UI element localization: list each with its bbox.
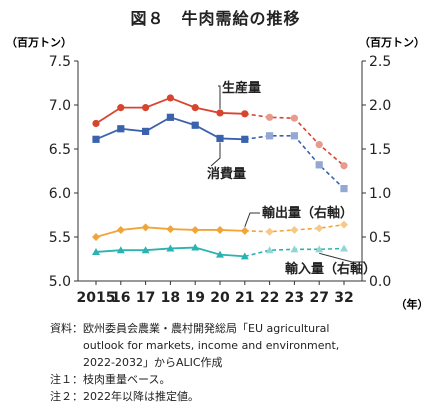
data-point	[290, 114, 298, 122]
label-leader-line	[244, 212, 260, 228]
label-leader-line	[319, 252, 365, 263]
y-right-tick-label: 0.5	[369, 230, 391, 246]
data-point	[340, 162, 348, 170]
data-point	[166, 244, 175, 252]
series-label: 生産量	[222, 80, 261, 96]
data-point	[265, 246, 274, 254]
data-point	[240, 226, 249, 235]
data-point	[340, 244, 348, 252]
data-point	[117, 125, 125, 133]
series-import	[92, 243, 348, 260]
note-line: 資料：欧州委員会農業・農村開発総局「EU agricultural	[50, 322, 330, 335]
note-line: outlook for markets, income and environm…	[50, 339, 340, 352]
data-point	[191, 104, 199, 112]
x-tick-label: 21	[235, 290, 254, 306]
axes: 5.0 5.5 6.0 6.5 7.0 7.5 0.0 0.5 1.0 1.5 2.0 2.5 2015…	[6, 36, 429, 311]
data-point	[241, 135, 249, 143]
data-point	[141, 223, 150, 232]
y-right-tick-label: 1.5	[369, 142, 391, 158]
series-layer	[92, 94, 348, 260]
data-point	[315, 245, 324, 253]
data-point	[290, 132, 298, 140]
note-line: 注２：2022年以降は推定値。	[50, 390, 199, 403]
data-point	[92, 135, 100, 143]
data-point	[142, 127, 150, 135]
y-left-tick-label: 6.0	[49, 186, 71, 202]
series-label: 輸出量（右軸）	[262, 205, 353, 221]
data-point	[216, 225, 224, 234]
y-left-tick-label: 5.5	[49, 230, 71, 246]
data-point	[290, 225, 299, 234]
y-right-tick-label: 1.0	[369, 186, 391, 202]
y-left-tick-label: 6.5	[49, 142, 71, 158]
data-point	[141, 246, 150, 254]
data-point	[340, 185, 348, 193]
x-tick-label: 19	[185, 290, 204, 306]
data-point	[191, 243, 200, 251]
y-right-tick-label: 2.5	[369, 54, 391, 70]
x-tick-label: 23	[285, 290, 304, 306]
series-export	[92, 220, 348, 241]
data-point	[315, 224, 324, 233]
data-point	[166, 225, 175, 234]
data-point	[117, 104, 125, 112]
notes: 資料：欧州委員会農業・農村開発総局「EU agricultural outloo…	[50, 320, 425, 405]
data-point	[191, 121, 199, 129]
data-point	[116, 246, 125, 254]
data-point	[166, 94, 174, 102]
x-tick-label: 18	[161, 290, 180, 306]
y-left-tick-label: 7.0	[49, 98, 71, 114]
data-point	[290, 245, 299, 253]
data-point	[265, 227, 274, 236]
data-point	[191, 225, 200, 234]
data-point	[92, 119, 100, 128]
data-point	[315, 141, 323, 149]
figure-title: 図８ 牛肉需給の推移	[130, 9, 301, 28]
data-point	[116, 225, 125, 234]
data-point	[266, 132, 274, 140]
note-line: 2022-2032」からALIC作成	[50, 356, 223, 369]
x-unit: （年）	[396, 297, 429, 311]
x-tick-label: 32	[334, 290, 353, 306]
data-point	[315, 161, 323, 169]
y-left-tick-label: 5.0	[49, 274, 71, 290]
data-point	[216, 250, 224, 258]
data-point	[92, 233, 100, 241]
data-point	[92, 247, 100, 255]
data-point	[166, 113, 174, 121]
series-label: 輸入量（右軸）	[285, 261, 376, 277]
note-line: 注１：枝肉重量ベース。	[50, 373, 171, 386]
data-point	[216, 109, 224, 117]
y-left-unit: （百万トン）	[6, 36, 72, 49]
x-tick-label: 27	[309, 290, 328, 306]
label-leader-line	[218, 85, 221, 109]
series-label: 消費量	[207, 166, 246, 182]
data-point	[266, 113, 274, 121]
series-consumption	[92, 113, 348, 193]
label-leader-line	[210, 142, 221, 167]
data-point	[216, 134, 224, 143]
series-production	[92, 94, 348, 170]
data-point	[142, 104, 150, 112]
x-tick-label: 17	[136, 290, 155, 306]
series-line-estimate	[244, 135, 345, 190]
y-right-tick-label: 2.0	[369, 98, 391, 114]
data-point	[241, 110, 249, 118]
x-tick-label: 2015	[77, 290, 116, 306]
x-tick-label: 20	[210, 290, 230, 306]
y-left-tick-label: 7.5	[49, 54, 71, 70]
data-point	[340, 220, 348, 229]
x-tick-label: 16	[111, 290, 130, 306]
y-right-tick-label: 0.0	[369, 274, 391, 290]
data-point	[240, 252, 249, 260]
y-right-unit: （百万トン）	[359, 36, 425, 49]
x-tick-label: 22	[260, 290, 279, 306]
